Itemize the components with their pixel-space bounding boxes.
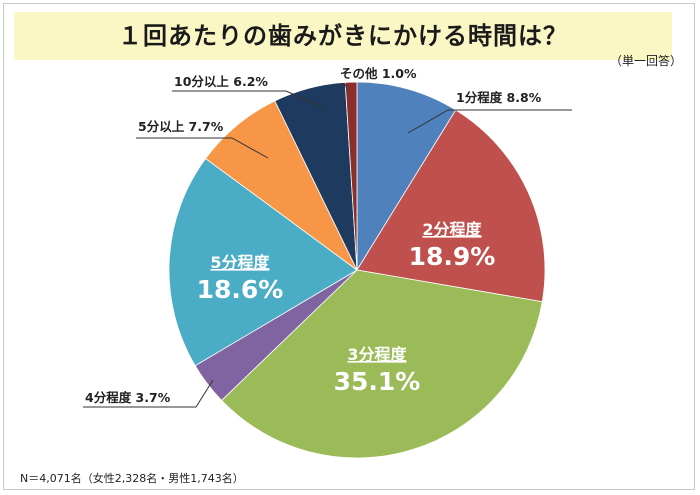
- title-band: [14, 12, 672, 60]
- chart-frame: [3, 3, 695, 490]
- slice-1-label: 1分程度 8.8%: [456, 90, 542, 105]
- answer-type-note: （単一回答）: [609, 54, 682, 68]
- slice-2-wedge: [356, 109, 546, 303]
- chart-title: １回あたりの歯みがきにかける時間は？: [118, 22, 568, 50]
- slice-3-wedge: [221, 269, 543, 459]
- slice-7-label: 10分以上 6.2%: [174, 74, 268, 89]
- slice-4-leader: [83, 379, 214, 408]
- pie-slices: [168, 81, 546, 459]
- slice-4-label: 4分程度 3.7%: [85, 390, 171, 405]
- slice-5-wedge: [168, 157, 358, 367]
- slice-8-wedge: [344, 81, 358, 271]
- slice-6-leader: [136, 137, 269, 159]
- leader-lines: [83, 83, 572, 408]
- slice-labels: 1分程度 8.8% 2分程度 18.9% 3分程度 35.1% 4分程度 3.7% 5分程度…: [85, 66, 542, 405]
- slice-7-leader: [172, 90, 326, 109]
- slice-6-label: 5分以上 7.7%: [138, 119, 224, 134]
- slice-1-wedge: [356, 81, 457, 272]
- slice-1-leader: [407, 109, 572, 134]
- slice-3-label: 3分程度: [347, 345, 407, 364]
- slice-5-label: 5分程度: [210, 253, 270, 272]
- slice-3-value: 35.1%: [334, 367, 421, 396]
- slice-2-value: 18.9%: [409, 242, 496, 271]
- slice-8-label: その他 1.0%: [340, 66, 417, 81]
- slice-8-leader: [338, 83, 349, 93]
- slice-2-label: 2分程度: [422, 220, 482, 239]
- slice-5-value: 18.6%: [197, 275, 284, 304]
- sample-size-note: N＝4,071名（女性2,328名・男性1,743名）: [20, 472, 244, 485]
